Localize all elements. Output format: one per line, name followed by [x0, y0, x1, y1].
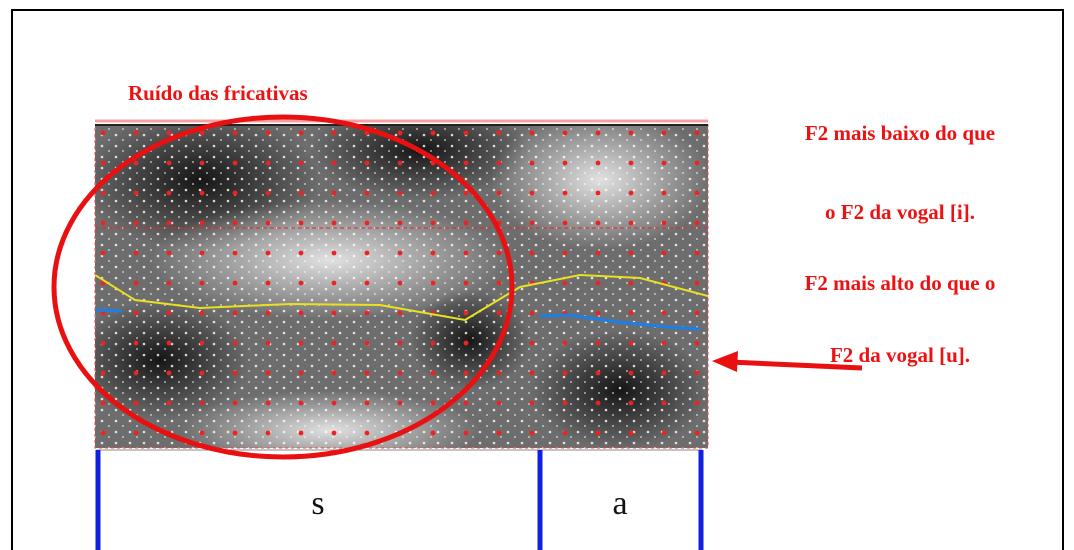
spectrogram [95, 125, 708, 448]
highlight-ellipse [51, 114, 515, 460]
arrow-head [712, 351, 738, 372]
text-tier [96, 449, 703, 550]
annotation: Ruído das fricativas [128, 81, 308, 105]
annotation: F2 da vogal [u]. [830, 343, 970, 367]
segment-label: a [612, 485, 627, 522]
annotation: F2 mais alto do que o [805, 271, 996, 295]
arrow [729, 359, 863, 371]
segment-label: s [311, 485, 324, 522]
annotation: F2 mais baixo do que [805, 121, 995, 145]
annotation: o F2 da vogal [i]. [825, 200, 975, 224]
